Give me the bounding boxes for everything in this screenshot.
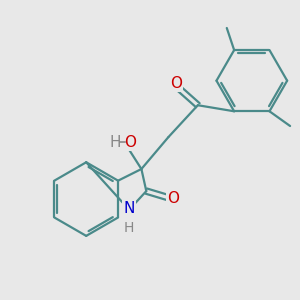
Text: O: O [170, 76, 182, 91]
Text: H: H [110, 134, 121, 149]
Text: O: O [167, 191, 179, 206]
Text: N: N [123, 201, 135, 216]
Text: H: H [124, 221, 134, 236]
Text: O: O [124, 134, 136, 149]
